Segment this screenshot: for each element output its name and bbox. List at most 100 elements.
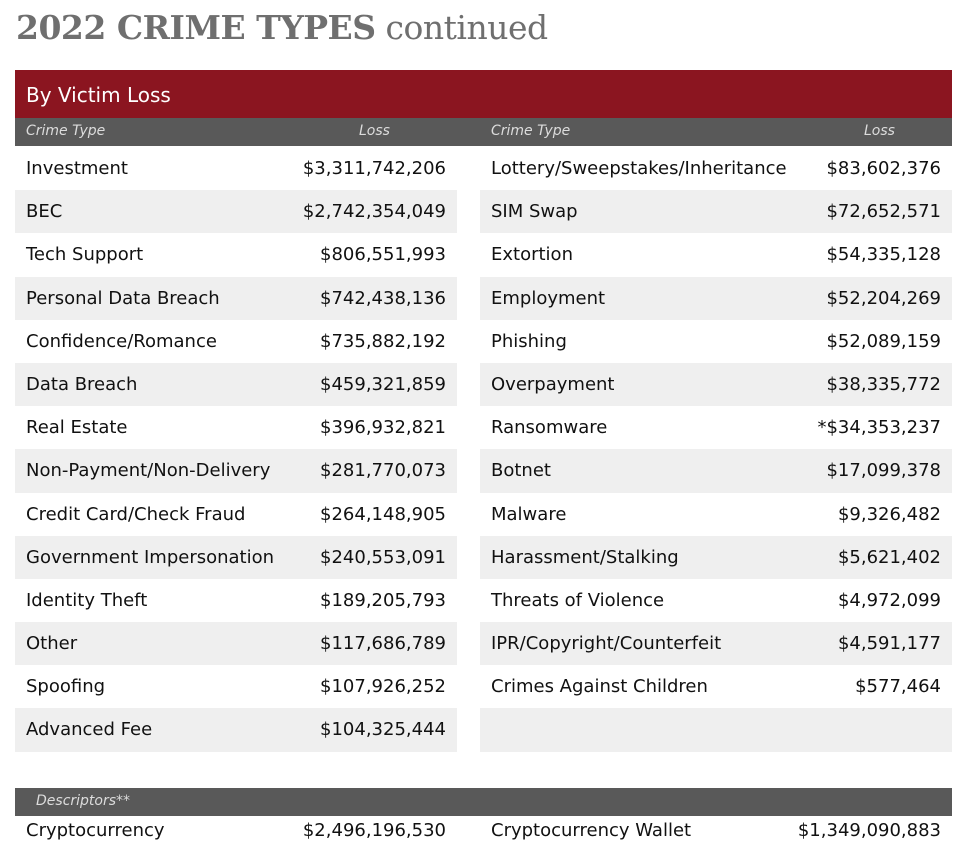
- crime-loss-value: $104,325,444: [320, 719, 446, 741]
- crime-type-name: Investment: [26, 158, 128, 179]
- table-row: Data Breach $459,321,859 Overpayment $38,33…: [15, 362, 952, 407]
- crime-type-name: Malware: [491, 503, 567, 525]
- crime-cell-right: Ransomware *$34,353,237: [480, 406, 952, 449]
- crime-cell-left: Government Impersonation $240,553,091: [15, 535, 457, 579]
- crime-cell-left: Investment $3,311,742,206: [15, 147, 457, 190]
- crime-type-name: Government Impersonation: [26, 546, 275, 568]
- crime-table: Investment $3,311,742,206 Lottery/Sweepsta…: [15, 147, 952, 752]
- crime-type-name: Overpayment: [491, 373, 615, 395]
- crime-loss-value: $742,438,136: [320, 287, 446, 309]
- crime-cell-left: Spoofing $107,926,252: [15, 665, 457, 708]
- crime-loss-value: $38,335,772: [826, 373, 941, 395]
- descriptor-cell-left: Cryptocurrency $2,496,196,530: [15, 816, 457, 848]
- crime-loss-value: $4,591,177: [837, 633, 941, 655]
- crime-type-name: Non-Payment/Non-Delivery: [26, 460, 271, 482]
- crime-cell-right: SIM Swap $72,652,571: [480, 190, 952, 234]
- crime-loss-value: $189,205,793: [320, 589, 446, 611]
- crime-loss-value: $240,553,091: [320, 546, 446, 568]
- crime-loss-value: $281,770,073: [320, 460, 446, 482]
- page-title: 2022 CRIME TYPES continued: [16, 8, 548, 47]
- table-row: Identity Theft $189,205,793 Threats of Vio…: [15, 579, 952, 622]
- crime-type-name: Confidence/Romance: [26, 330, 217, 352]
- crime-loss-value: $52,204,269: [826, 287, 941, 309]
- table-row: Spoofing $107,926,252 Crimes Against Child…: [15, 665, 952, 708]
- crime-cell-right: Phishing $52,089,159: [480, 320, 952, 363]
- crime-type-name: Phishing: [491, 330, 567, 352]
- table-row: Advanced Fee $104,325,444: [15, 708, 952, 752]
- crime-type-name: Data Breach: [26, 373, 138, 395]
- crime-type-name: BEC: [26, 201, 63, 223]
- crime-cell-right: IPR/Copyright/Counterfeit $4,591,177: [480, 622, 952, 666]
- crime-cell-right: Overpayment $38,335,772: [480, 362, 952, 407]
- header-loss-left: Loss: [359, 123, 390, 139]
- table-row: Real Estate $396,932,821 Ransomware *$34,35…: [15, 406, 952, 449]
- crime-type-name: SIM Swap: [491, 201, 578, 223]
- descriptor-name: Cryptocurrency Wallet: [491, 820, 692, 841]
- crime-loss-value: $5,621,402: [837, 546, 941, 568]
- crime-cell-right: Extortion $54,335,128: [480, 233, 952, 276]
- crime-loss-value: $396,932,821: [320, 417, 446, 439]
- crime-loss-value: $4,972,099: [837, 589, 941, 611]
- descriptors-label: Descriptors**: [36, 793, 131, 809]
- crime-cell-right: Botnet $17,099,378: [480, 449, 952, 493]
- table-row: Non-Payment/Non-Delivery $281,770,073 Botn…: [15, 449, 952, 493]
- table-row: Other $117,686,789 IPR/Copyright/Counterfe…: [15, 622, 952, 666]
- crime-cell-left: Data Breach $459,321,859: [15, 362, 457, 407]
- crime-type-name: Ransomware: [491, 417, 608, 439]
- crime-type-name: Spoofing: [26, 676, 106, 698]
- table-row: Government Impersonation $240,553,091 Hara…: [15, 535, 952, 579]
- crime-loss-value: $735,882,192: [320, 330, 446, 352]
- crime-cell-right: Threats of Violence $4,972,099: [480, 579, 952, 622]
- descriptor-name: Cryptocurrency: [26, 820, 165, 841]
- crime-type-name: Threats of Violence: [491, 589, 665, 611]
- header-crime-type-right: Crime Type: [491, 123, 571, 139]
- table-row: Credit Card/Check Fraud $264,148,905 Malwa…: [15, 493, 952, 536]
- crime-type-name: Employment: [491, 287, 606, 309]
- header-crime-type-left: Crime Type: [26, 123, 106, 139]
- crime-cell-right: Malware $9,326,482: [480, 493, 952, 536]
- crime-loss-value: $83,602,376: [826, 158, 941, 179]
- crime-cell-left: Non-Payment/Non-Delivery $281,770,073: [15, 449, 457, 493]
- crime-cell-left: Confidence/Romance $735,882,192: [15, 320, 457, 363]
- crime-loss-value: $3,311,742,206: [302, 158, 446, 179]
- crime-type-name: Botnet: [491, 460, 551, 482]
- crime-type-name: Lottery/Sweepstakes/Inheritance: [491, 158, 787, 179]
- crime-type-name: Tech Support: [26, 244, 144, 266]
- crime-loss-value: $2,742,354,049: [302, 201, 446, 223]
- table-row: Personal Data Breach $742,438,136 Employme…: [15, 276, 952, 320]
- crime-cell-left: BEC $2,742,354,049: [15, 190, 457, 234]
- descriptor-loss: $2,496,196,530: [302, 820, 446, 841]
- crime-cell-left: Advanced Fee $104,325,444: [15, 708, 457, 752]
- crime-loss-value: $459,321,859: [320, 373, 446, 395]
- crime-type-name: Other: [26, 633, 78, 655]
- table-row: Confidence/Romance $735,882,192 Phishing $5…: [15, 320, 952, 363]
- descriptors-header: Descriptors**: [15, 788, 952, 816]
- crime-loss-value: $107,926,252: [320, 676, 446, 698]
- crime-cell-left: Credit Card/Check Fraud $264,148,905: [15, 493, 457, 536]
- crime-cell-left: Personal Data Breach $742,438,136: [15, 276, 457, 320]
- crime-loss-value: $806,551,993: [320, 244, 446, 266]
- table-row: Investment $3,311,742,206 Lottery/Sweepsta…: [15, 147, 952, 190]
- descriptor-cell-right: Cryptocurrency Wallet $1,349,090,883: [480, 816, 952, 848]
- table-row: BEC $2,742,354,049 SIM Swap $72,652,571: [15, 190, 952, 234]
- crime-type-name: Credit Card/Check Fraud: [26, 503, 246, 525]
- crime-loss-value: $52,089,159: [826, 330, 941, 352]
- section-banner: By Victim Loss: [15, 70, 952, 118]
- crime-cell-left: Other $117,686,789: [15, 622, 457, 666]
- crime-cell-right: Lottery/Sweepstakes/Inheritance $83,602,3…: [480, 147, 952, 190]
- crime-cell-left: Real Estate $396,932,821: [15, 406, 457, 449]
- crime-loss-value: $72,652,571: [826, 201, 941, 223]
- title-main: 2022 CRIME TYPES: [16, 8, 376, 47]
- crime-loss-value: $54,335,128: [826, 244, 941, 266]
- table-header: Crime Type Loss Crime Type Loss: [15, 118, 952, 146]
- crime-type-name: Identity Theft: [26, 589, 148, 611]
- crime-loss-value: $264,148,905: [320, 503, 446, 525]
- crime-cell-left: Tech Support $806,551,993: [15, 233, 457, 276]
- title-continued: continued: [385, 8, 549, 47]
- crime-cell-right: [480, 708, 952, 752]
- crime-cell-right: Employment $52,204,269: [480, 276, 952, 320]
- descriptors-row: Cryptocurrency $2,496,196,530 Cryptocurr…: [15, 816, 952, 848]
- crime-type-name: Real Estate: [26, 417, 128, 439]
- crime-cell-left: Identity Theft $189,205,793: [15, 579, 457, 622]
- crime-type-name: IPR/Copyright/Counterfeit: [491, 633, 722, 655]
